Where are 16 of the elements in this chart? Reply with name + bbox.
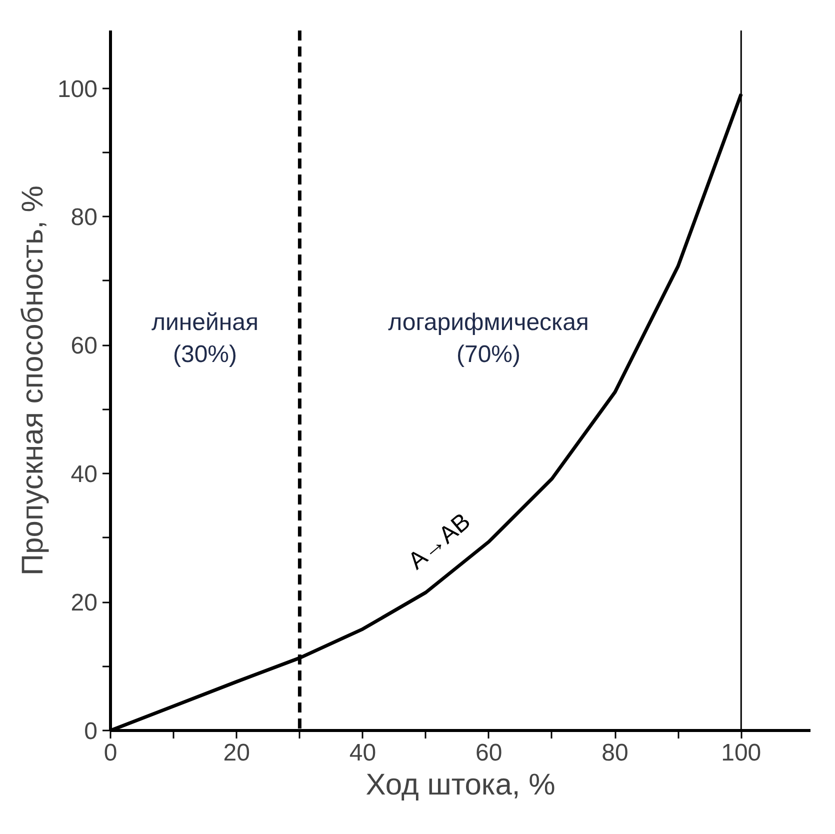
x-tick-label: 80	[602, 740, 628, 766]
x-tick-label: 100	[721, 740, 762, 766]
x-axis-title: Ход штока, %	[366, 768, 556, 802]
y-tick-label: 80	[70, 204, 98, 232]
y-tick-label: 0	[84, 718, 98, 745]
x-tick-label: 60	[476, 740, 502, 766]
annotation: логарифмическая (70%)	[388, 308, 589, 368]
x-tick-label: 0	[104, 740, 118, 766]
y-tick-label: 60	[70, 332, 98, 360]
y-axis-title: Пропускная способность, %	[16, 186, 50, 576]
y-tick-label: 40	[70, 461, 98, 488]
y-tick-label: 100	[57, 76, 98, 103]
x-tick-label: 40	[349, 740, 376, 766]
x-tick-label: 20	[223, 740, 250, 766]
y-tick-label: 20	[70, 590, 98, 617]
annotation: линейная (30%)	[151, 308, 259, 368]
